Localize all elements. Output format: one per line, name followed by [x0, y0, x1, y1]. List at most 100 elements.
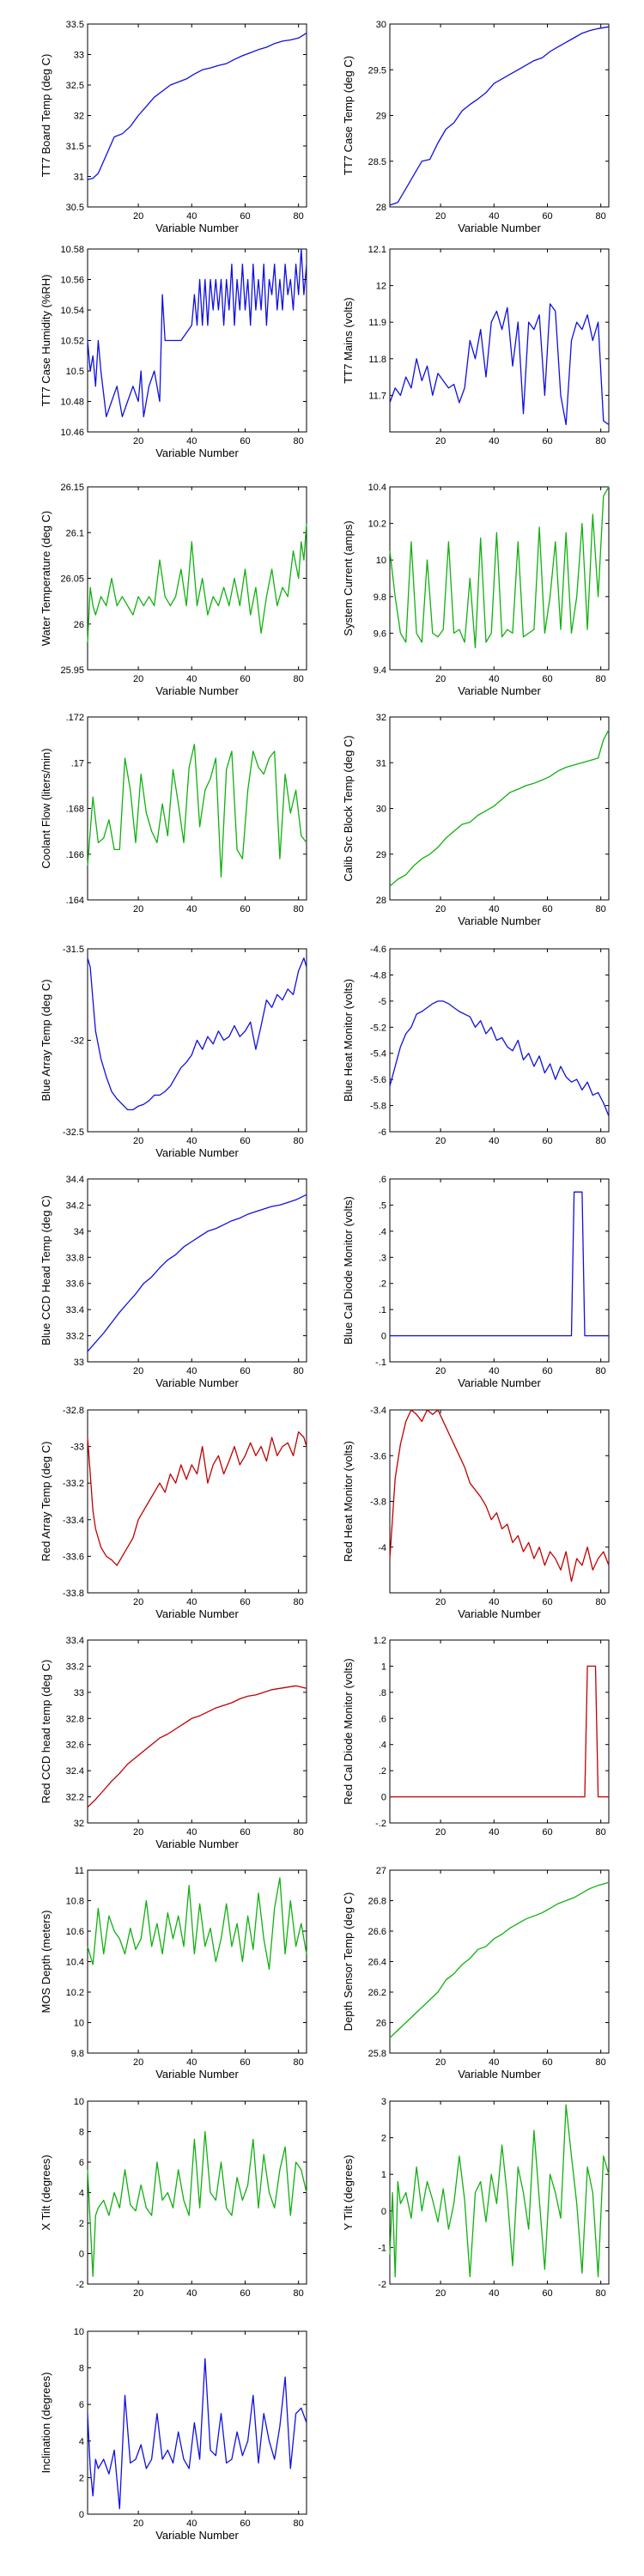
series-line — [87, 1685, 307, 1808]
y-tick-label: 25.95 — [60, 665, 84, 676]
y-tick-label: .4 — [379, 1741, 386, 1751]
x-tick-label: 80 — [294, 2518, 304, 2529]
chart-panel: 20 40 60 80 -33.8 -33.6 -33.4 -33.2 -33 -32.8 Vari… — [39, 1406, 307, 1620]
x-tick-label: 80 — [596, 904, 606, 914]
y-tick-label: 11.7 — [368, 391, 386, 401]
x-tick-label: 40 — [186, 2288, 197, 2299]
x-tick-label: 20 — [435, 904, 446, 914]
y-tick-label: 34 — [74, 1227, 84, 1237]
y-tick-label: .3 — [379, 1253, 386, 1263]
x-tick-label: 20 — [435, 1597, 446, 1607]
y-tick-label: 33 — [74, 51, 84, 61]
y-axis-label: TT7 Board Temp (deg C) — [39, 54, 52, 178]
y-axis-label: MOS Depth (meters) — [39, 1911, 52, 2014]
y-tick-label: 0 — [381, 2207, 386, 2217]
y-tick-label: .17 — [71, 758, 84, 769]
plot-frame — [389, 1639, 610, 1824]
x-axis-label: Variable Number — [155, 1607, 239, 1620]
x-tick-label: 40 — [489, 2057, 499, 2068]
x-tick-label: 40 — [489, 1827, 499, 1838]
x-tick-label: 60 — [542, 1597, 552, 1607]
y-tick-label: 10.8 — [66, 1897, 84, 1907]
series-line — [87, 1431, 307, 1566]
x-tick-label: 20 — [435, 2288, 446, 2299]
y-tick-label: .6 — [379, 1714, 386, 1724]
x-tick-label: 40 — [186, 1366, 197, 1376]
x-tick-label: 60 — [240, 1597, 250, 1607]
series-line — [87, 523, 307, 643]
y-tick-label: 34.2 — [66, 1200, 84, 1211]
x-tick-label: 80 — [294, 904, 304, 914]
x-axis-label: Variable Number — [458, 1607, 541, 1620]
y-tick-label: .164 — [66, 896, 84, 906]
x-tick-label: 40 — [489, 211, 499, 222]
x-tick-label: 40 — [186, 2057, 197, 2068]
y-axis-label: TT7 Mains (volts) — [342, 297, 355, 383]
series-line — [389, 2104, 610, 2278]
chart-panel: 20 40 60 80 25.95 26 26.05 26.1 26.15 Variable Nu… — [39, 483, 307, 697]
y-tick-label: 32 — [74, 112, 84, 122]
chart-panel: 20 40 60 80 32 32.2 32.4 32.6 32.8 33 33.2 33.4 Vari… — [39, 1636, 307, 1850]
x-tick-label: 20 — [133, 436, 143, 447]
y-tick-label: 11 — [75, 1866, 84, 1876]
plot-frame — [87, 1409, 307, 1594]
x-axis-label: Variable Number — [155, 2529, 239, 2542]
x-tick-label: 40 — [489, 904, 499, 914]
x-tick-label: 60 — [240, 1827, 250, 1838]
x-tick-label: 40 — [186, 1827, 197, 1838]
y-tick-label: 32.2 — [66, 1793, 84, 1803]
x-tick-label: 60 — [542, 436, 552, 447]
plot-frame — [87, 1178, 307, 1363]
y-tick-label: 1.2 — [374, 1636, 386, 1646]
x-tick-label: 80 — [596, 211, 606, 222]
y-axis-label: Coolant Flow (liters/min) — [39, 748, 52, 868]
x-tick-label: 40 — [489, 436, 499, 447]
x-tick-label: 80 — [294, 211, 304, 222]
y-tick-label: 3 — [381, 2097, 386, 2107]
x-tick-label: 40 — [186, 904, 197, 914]
x-axis-label: Variable Number — [155, 684, 239, 697]
y-tick-label: -6 — [378, 1127, 386, 1138]
series-line — [389, 1409, 610, 1583]
x-tick-label: 80 — [294, 1827, 304, 1838]
x-tick-label: 80 — [596, 1827, 606, 1838]
y-tick-label: 33 — [74, 1358, 84, 1368]
x-axis-label: Variable Number — [155, 2068, 239, 2081]
y-tick-label: 2 — [381, 2134, 386, 2144]
y-tick-label: 30 — [376, 20, 386, 30]
y-tick-label: 10.4 — [368, 483, 386, 493]
y-tick-label: .4 — [379, 1227, 386, 1237]
y-tick-label: 4 — [79, 2189, 84, 2199]
y-tick-label: 26 — [74, 620, 84, 630]
y-tick-label: 33.4 — [66, 1636, 84, 1646]
x-tick-label: 20 — [133, 2288, 143, 2299]
series-line — [389, 1881, 610, 2038]
y-tick-label: 33.4 — [66, 1305, 84, 1315]
y-tick-label: 10.48 — [60, 398, 84, 408]
y-tick-label: 2 — [79, 2473, 84, 2483]
y-tick-label: 10 — [376, 556, 386, 566]
y-tick-label: 8 — [79, 2364, 84, 2374]
y-tick-label: -2 — [76, 2280, 84, 2290]
y-tick-label: 32 — [376, 713, 386, 723]
series-line — [87, 2130, 307, 2277]
x-tick-label: 20 — [133, 1827, 143, 1838]
y-tick-label: 29 — [376, 850, 386, 860]
y-tick-label: 26.2 — [368, 1988, 386, 1998]
y-tick-label: 26 — [376, 2019, 386, 2029]
chart-panel: 20 40 60 80 .164 .166 .168 .17 .172 Coolant Flow … — [39, 713, 307, 914]
y-tick-label: -3.6 — [370, 1451, 386, 1461]
x-tick-label: 80 — [596, 436, 606, 447]
chart-panel: 20 40 60 80 9.8 10 10.2 10.4 10.6 10.8 11 Variable … — [39, 1866, 307, 2081]
plot-frame — [87, 2100, 307, 2285]
plot-frame — [389, 948, 610, 1133]
y-tick-label: -.2 — [375, 1819, 386, 1829]
y-tick-label: .166 — [66, 850, 84, 860]
y-tick-label: 32.8 — [66, 1714, 84, 1724]
y-axis-label: X Tilt (degrees) — [39, 2154, 52, 2230]
y-tick-label: 6 — [79, 2158, 84, 2168]
chart-panel: 20 40 60 80 -2 -1 0 1 2 3 Y Tilt (degrees) — [342, 2097, 610, 2299]
y-tick-label: 10.58 — [60, 245, 84, 255]
x-axis-label: Variable Number — [458, 684, 541, 697]
x-tick-label: 40 — [489, 2288, 499, 2299]
